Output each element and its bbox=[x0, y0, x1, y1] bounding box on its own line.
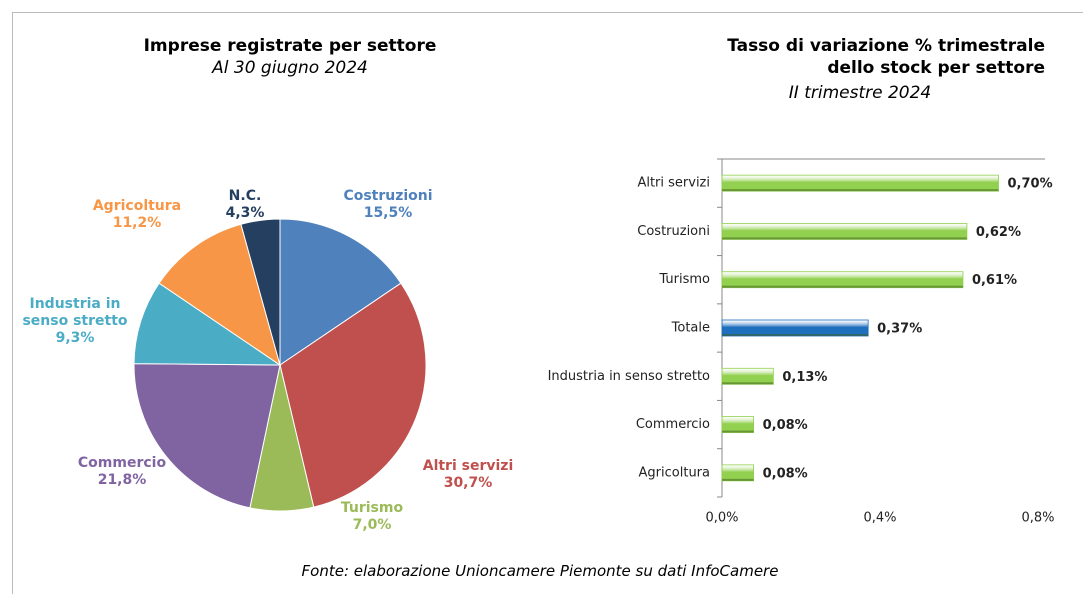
bar-edge bbox=[722, 334, 869, 336]
y-tick-label: Industria in senso stretto bbox=[548, 369, 710, 384]
pie-slice bbox=[158, 223, 281, 367]
value-label: 11,2% bbox=[112, 215, 162, 231]
value-label: 0,70% bbox=[1008, 177, 1053, 192]
y-tick-label: Turismo bbox=[658, 272, 710, 287]
slice-label: Agricoltura 11,2% bbox=[72, 198, 202, 232]
slice-label: Altri servizi 30,7% bbox=[403, 458, 533, 492]
bar-edge bbox=[722, 285, 963, 288]
value-label: 0,37% bbox=[877, 322, 922, 337]
slice-label: Turismo 7,0% bbox=[317, 500, 427, 534]
value-label: 15,5% bbox=[363, 205, 413, 221]
category-label: Commercio bbox=[77, 455, 167, 471]
value-label: 4,3% bbox=[225, 205, 265, 221]
y-tick-label: Agricoltura bbox=[639, 465, 710, 480]
source-note: Fonte: elaborazione Unioncamere Piemonte… bbox=[301, 562, 779, 580]
bar bbox=[721, 174, 999, 192]
slice-label: Industria in senso stretto 9,3% bbox=[10, 296, 140, 347]
value-label: 0,08% bbox=[763, 466, 808, 481]
value-label: 0,62% bbox=[976, 225, 1021, 240]
y-tick-label: Totale bbox=[671, 321, 710, 336]
bar-edge bbox=[722, 430, 754, 433]
category-label: Industria in senso stretto bbox=[22, 296, 128, 329]
bar bbox=[721, 416, 755, 433]
x-tick-label: 0,8% bbox=[1021, 511, 1054, 526]
category-label: N.C. bbox=[228, 188, 262, 204]
x-tick-label: 0,4% bbox=[863, 511, 896, 526]
bar bbox=[721, 464, 755, 482]
pie-title: Imprese registrate per settore bbox=[143, 36, 437, 56]
bar bbox=[721, 271, 964, 289]
y-tick-label: Costruzioni bbox=[637, 224, 710, 239]
bar-title: Tasso di variazione % trimestrale bbox=[727, 36, 1045, 56]
category-label: Costruzioni bbox=[343, 188, 433, 204]
value-label: 21,8% bbox=[97, 472, 147, 488]
pie-slice bbox=[133, 282, 282, 366]
bar-edge bbox=[722, 189, 999, 192]
bar bbox=[721, 319, 869, 337]
pie-slice bbox=[133, 363, 281, 509]
bar-title: dello stock per settore bbox=[827, 58, 1045, 78]
pie-subtitle: Al 30 giugno 2024 bbox=[212, 58, 368, 78]
y-tick-label: Commercio bbox=[636, 417, 710, 432]
pie-slice bbox=[240, 218, 281, 366]
slice-label: Commercio 21,8% bbox=[57, 455, 187, 489]
value-label: 30,7% bbox=[443, 475, 493, 491]
category-label: Altri servizi bbox=[422, 458, 514, 474]
x-tick-label: 0,0% bbox=[705, 511, 738, 526]
value-label: 9,3% bbox=[55, 330, 95, 346]
value-label: 0,13% bbox=[782, 370, 827, 385]
value-label: 0,08% bbox=[763, 418, 808, 433]
pie-slice bbox=[279, 218, 402, 366]
bar-edge bbox=[722, 237, 967, 240]
category-label: Turismo bbox=[340, 500, 404, 516]
value-label: 0,61% bbox=[972, 273, 1017, 288]
bar-subtitle: II trimestre 2024 bbox=[788, 83, 932, 103]
bar bbox=[721, 367, 774, 385]
pie-slice bbox=[279, 282, 427, 508]
y-tick-label: Altri servizi bbox=[637, 176, 710, 191]
category-label: Agricoltura bbox=[92, 198, 182, 214]
bar-edge bbox=[722, 382, 774, 385]
slice-label: Costruzioni 15,5% bbox=[323, 188, 453, 222]
slice-label: N.C. 4,3% bbox=[205, 188, 285, 222]
bar-edge bbox=[722, 478, 754, 481]
bar bbox=[721, 223, 968, 240]
value-label: 7,0% bbox=[352, 517, 392, 533]
frame bbox=[12, 12, 1083, 594]
